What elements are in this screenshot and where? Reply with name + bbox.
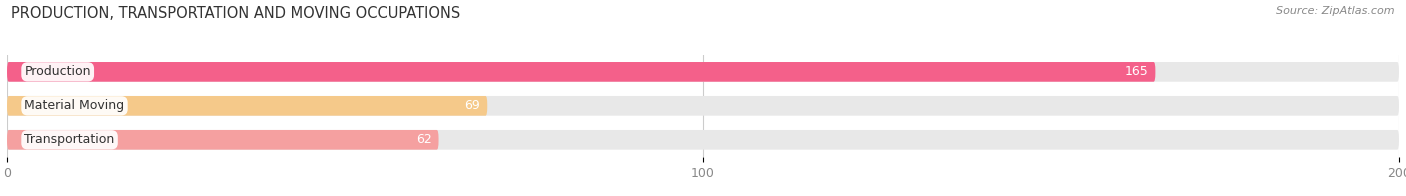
- FancyBboxPatch shape: [7, 62, 1399, 82]
- Text: Production: Production: [24, 65, 91, 78]
- Text: PRODUCTION, TRANSPORTATION AND MOVING OCCUPATIONS: PRODUCTION, TRANSPORTATION AND MOVING OC…: [11, 6, 461, 21]
- FancyBboxPatch shape: [7, 96, 1399, 116]
- Text: Transportation: Transportation: [24, 133, 115, 146]
- Text: 62: 62: [416, 133, 432, 146]
- Text: 165: 165: [1125, 65, 1149, 78]
- FancyBboxPatch shape: [7, 62, 1156, 82]
- FancyBboxPatch shape: [7, 130, 439, 150]
- FancyBboxPatch shape: [7, 96, 488, 116]
- FancyBboxPatch shape: [7, 130, 1399, 150]
- Text: Material Moving: Material Moving: [24, 99, 125, 112]
- Text: 69: 69: [464, 99, 481, 112]
- Text: Source: ZipAtlas.com: Source: ZipAtlas.com: [1277, 6, 1395, 16]
